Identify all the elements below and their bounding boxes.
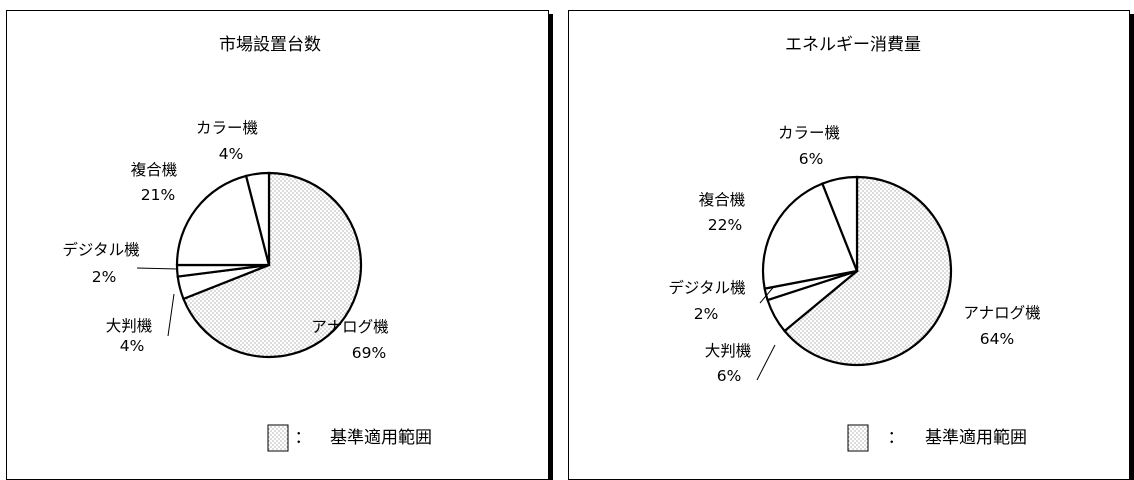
chart-title: エネルギー消費量 (785, 35, 921, 55)
slice-percent-label: 69% (352, 344, 386, 362)
pie-slice (175, 174, 271, 267)
slice-percent-label: 4% (120, 337, 145, 355)
pie-slice (761, 182, 859, 290)
slice-label: デジタル機 (668, 278, 745, 297)
slice-percent-label: 6% (717, 367, 742, 385)
legend-label: 基準適用範囲 (925, 428, 1027, 448)
panel-shadow (548, 14, 553, 480)
pie-slice (244, 171, 271, 266)
slice-percent-label: 21% (141, 186, 175, 204)
chart-title: 市場設置台数 (219, 35, 321, 55)
slice-label: デジタル機 (62, 240, 139, 259)
slice-leader-line (167, 293, 175, 337)
pie-slice (783, 175, 953, 367)
legend-separator: ： (295, 428, 312, 448)
slice-label: アナログ機 (963, 304, 1040, 322)
slice-label: アナログ機 (311, 318, 388, 336)
legend-swatch (267, 424, 289, 452)
slice-label: カラー機 (196, 119, 258, 137)
panel-shadow (1129, 14, 1134, 480)
slice-label: カラー機 (778, 124, 840, 142)
slice-percent-label: 2% (694, 305, 719, 323)
slice-percent-label: 4% (219, 145, 244, 163)
slice-label: 複合機 (131, 161, 178, 179)
slice-percent-label: 6% (799, 150, 824, 168)
legend-swatch (847, 424, 869, 452)
slice-leader-line (136, 267, 178, 270)
slice-percent-label: 22% (708, 216, 742, 234)
legend-label: 基準適用範囲 (330, 428, 432, 448)
slice-label: 大判機 (705, 342, 752, 360)
slice-percent-label: 64% (980, 330, 1014, 348)
slice-percent-label: 2% (92, 268, 117, 286)
pie-slice (820, 175, 859, 272)
legend-separator: ： (888, 428, 905, 448)
slice-leader-line (756, 344, 776, 381)
pie-slice (182, 171, 363, 359)
slice-label: 複合機 (699, 191, 746, 209)
slice-label: 大判機 (106, 317, 153, 335)
